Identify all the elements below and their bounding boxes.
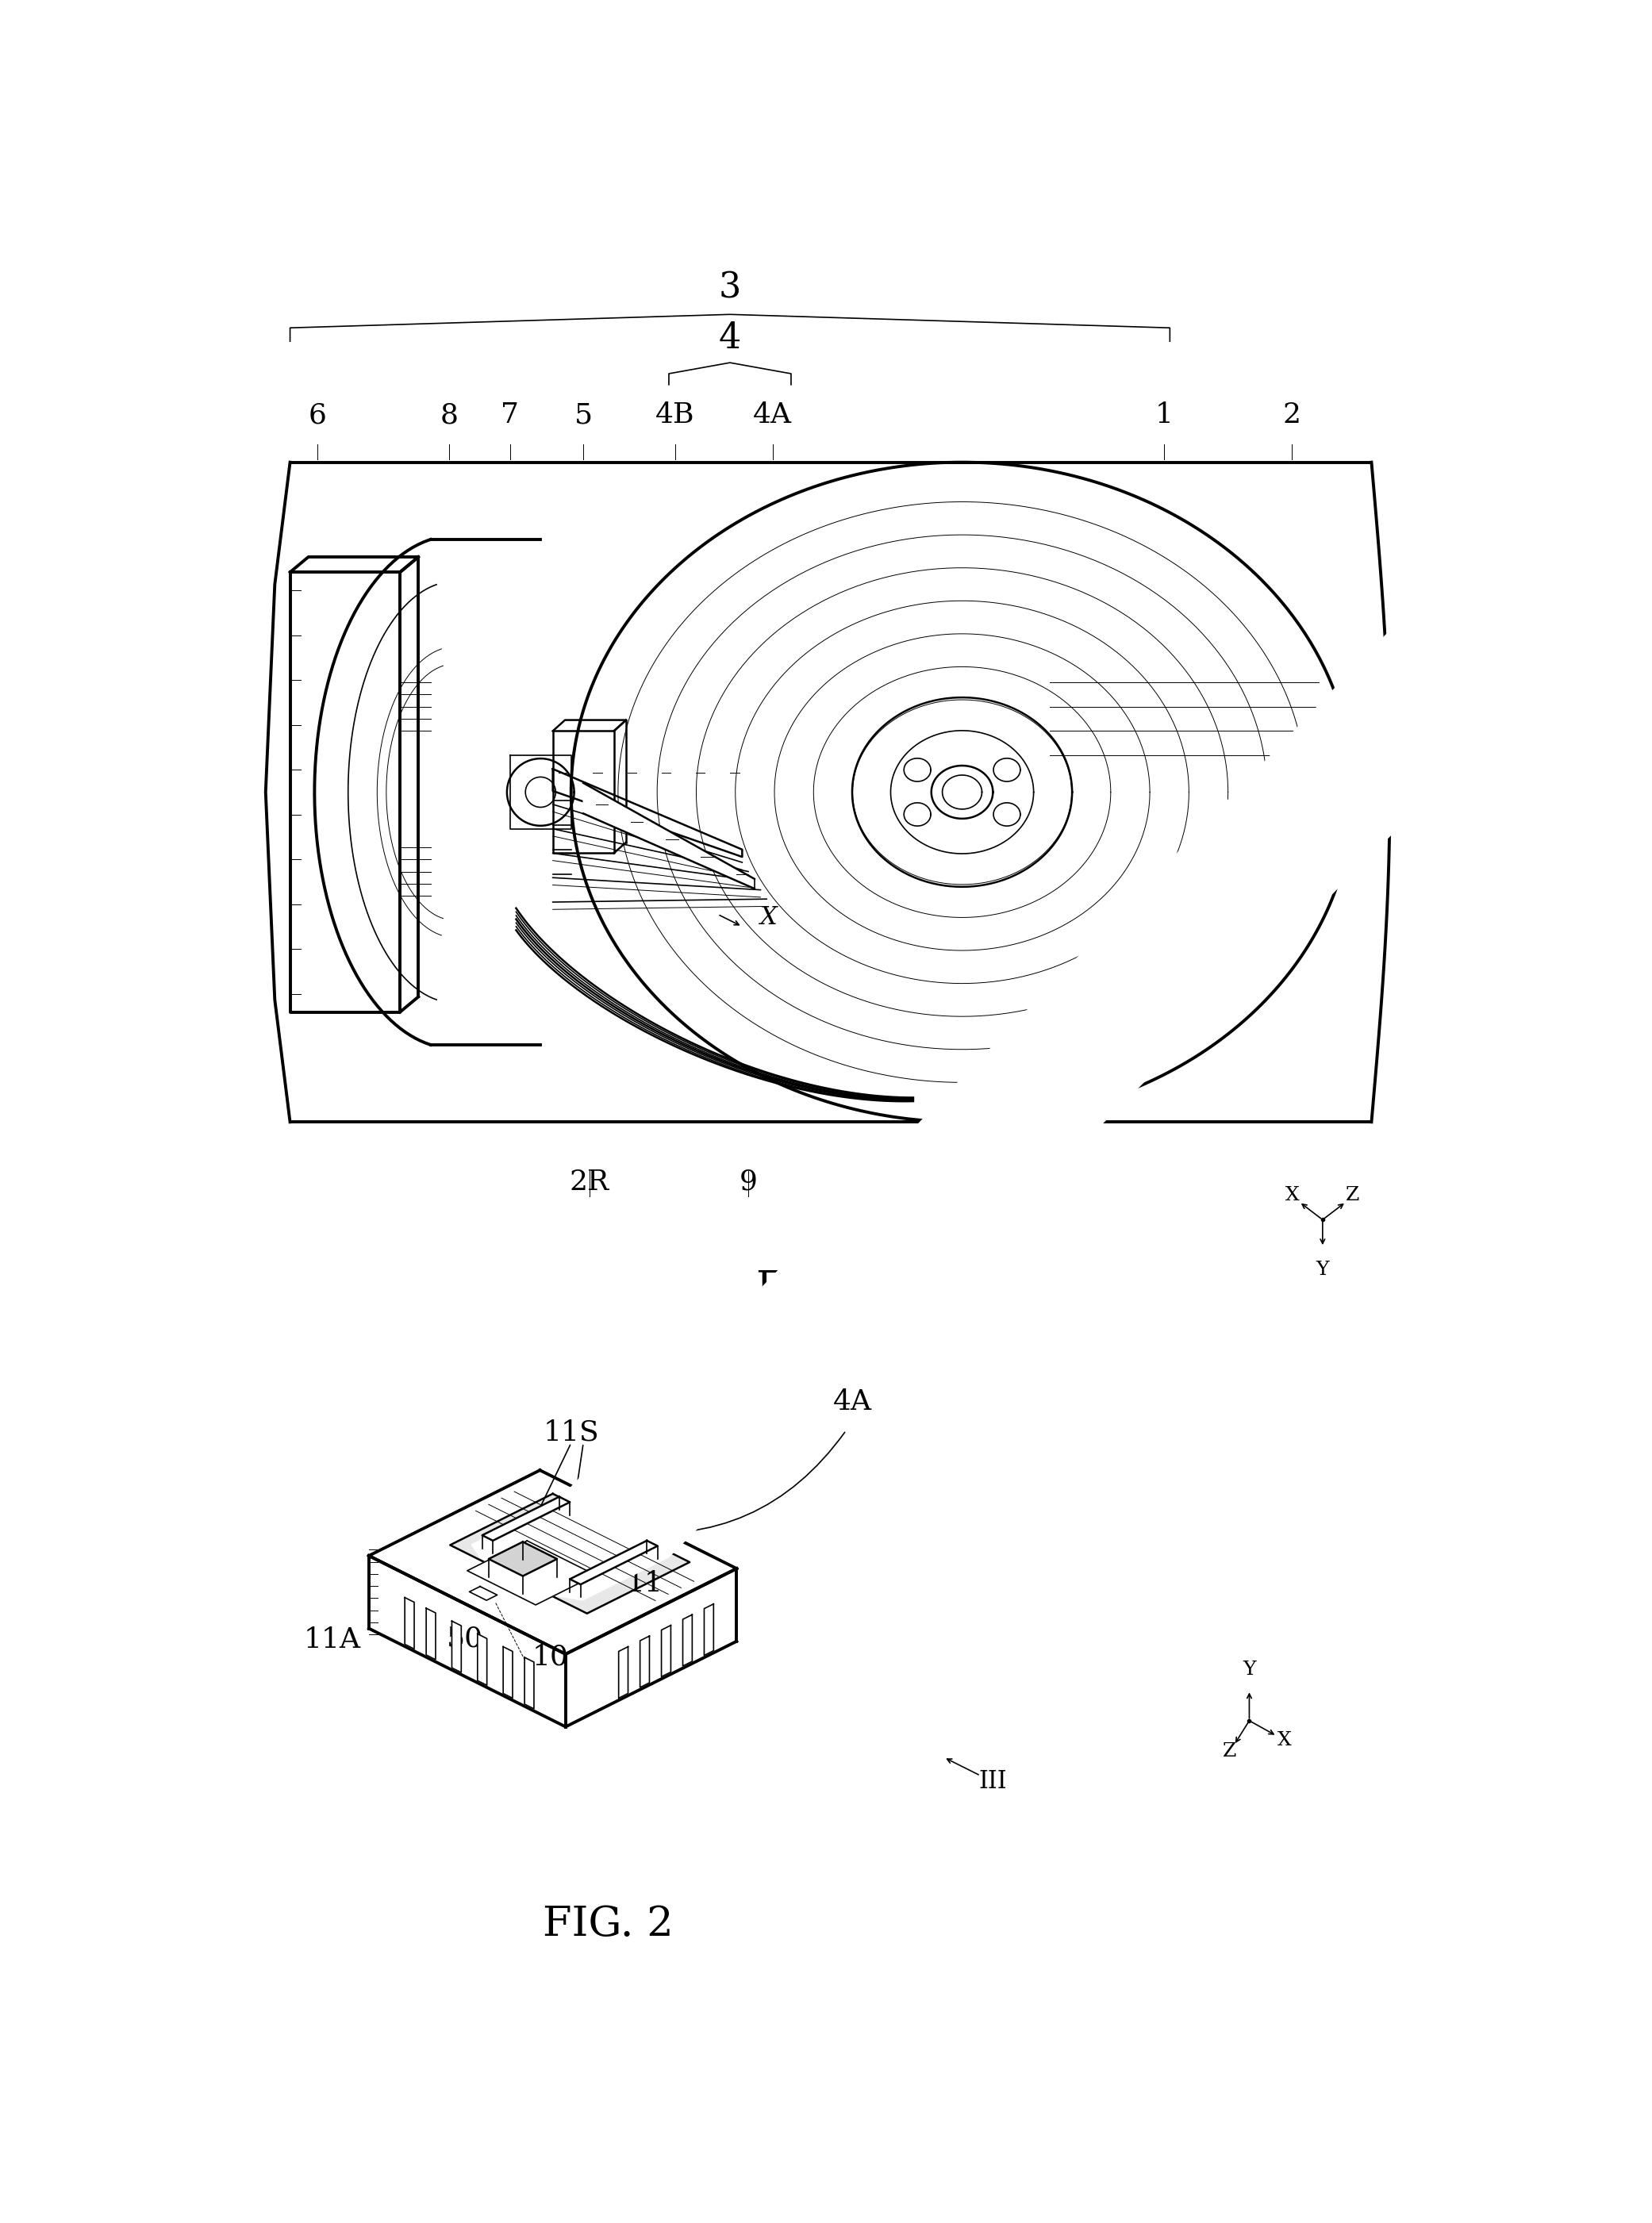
Text: 11A: 11A — [304, 1627, 360, 1654]
Polygon shape — [583, 782, 755, 889]
Polygon shape — [449, 1494, 689, 1614]
Text: X: X — [1277, 1732, 1292, 1750]
Text: Z: Z — [1346, 1185, 1360, 1205]
Text: 1: 1 — [1155, 402, 1173, 429]
Text: FIG. 1: FIG. 1 — [757, 1269, 887, 1309]
Polygon shape — [525, 1658, 534, 1709]
Text: 4B: 4B — [656, 402, 694, 429]
Text: 50: 50 — [446, 1625, 484, 1652]
Text: 4: 4 — [719, 320, 742, 356]
Text: 10: 10 — [532, 1643, 568, 1669]
Polygon shape — [570, 1541, 657, 1585]
Text: Y: Y — [1242, 1661, 1256, 1678]
Polygon shape — [565, 1569, 737, 1727]
Text: 2: 2 — [1284, 402, 1302, 429]
Text: X: X — [760, 905, 778, 929]
Text: 6: 6 — [309, 402, 327, 429]
Polygon shape — [482, 1496, 570, 1541]
Text: X: X — [1285, 1185, 1300, 1205]
Polygon shape — [477, 1634, 487, 1685]
Polygon shape — [471, 527, 1545, 1601]
Polygon shape — [368, 1469, 737, 1654]
Text: 2R: 2R — [570, 1169, 610, 1196]
Polygon shape — [661, 1625, 671, 1676]
Text: III: III — [978, 1770, 1006, 1794]
Text: 11S: 11S — [544, 1418, 600, 1447]
Text: 4A: 4A — [753, 402, 793, 429]
Text: 3: 3 — [719, 271, 742, 305]
Text: 9: 9 — [738, 1169, 757, 1196]
Text: 7: 7 — [501, 402, 519, 429]
Text: 8: 8 — [439, 402, 458, 429]
Text: 4A: 4A — [833, 1387, 872, 1416]
Polygon shape — [426, 1607, 436, 1661]
Text: Z: Z — [1222, 1743, 1236, 1761]
Polygon shape — [489, 1543, 557, 1576]
Polygon shape — [639, 1636, 649, 1687]
Polygon shape — [468, 1541, 595, 1605]
Polygon shape — [405, 1598, 415, 1649]
Polygon shape — [504, 1647, 512, 1698]
Text: FIG. 2: FIG. 2 — [542, 1903, 672, 1945]
Polygon shape — [618, 1647, 628, 1698]
Polygon shape — [453, 1621, 461, 1672]
Polygon shape — [682, 1614, 692, 1665]
Text: 11: 11 — [626, 1569, 662, 1596]
Polygon shape — [368, 1556, 565, 1727]
Text: 5: 5 — [575, 402, 593, 429]
Polygon shape — [704, 1605, 714, 1656]
Text: Y: Y — [1317, 1260, 1330, 1278]
